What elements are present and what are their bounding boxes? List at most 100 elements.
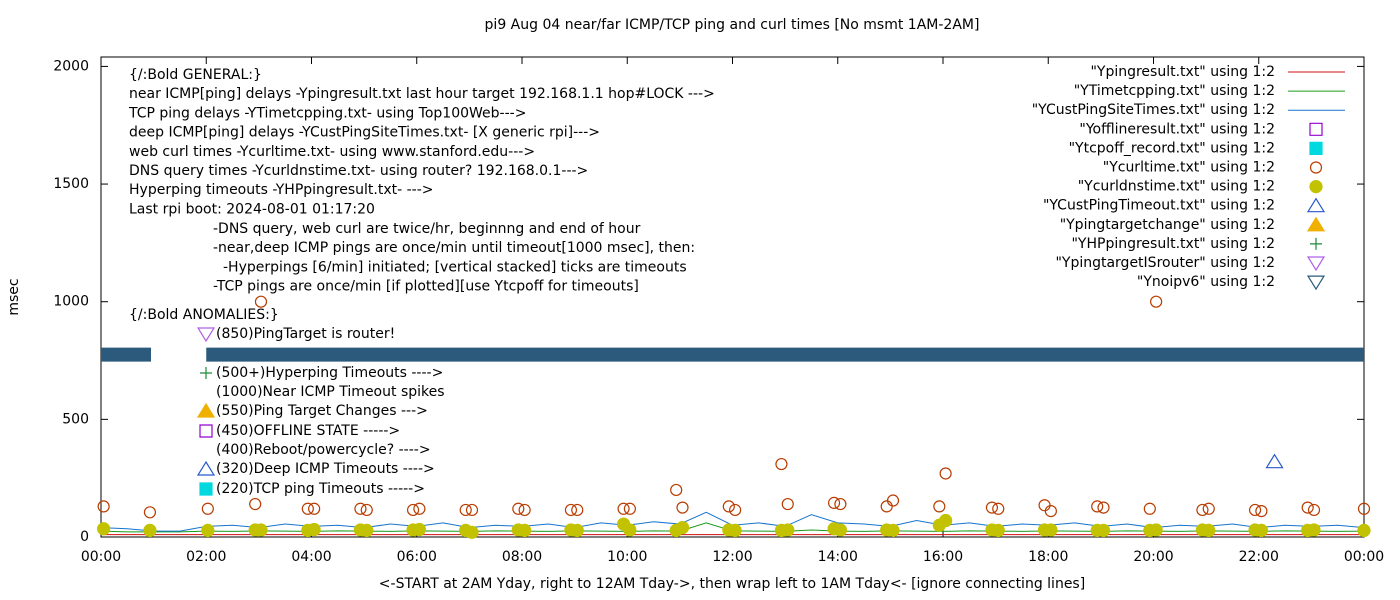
anomaly-label: (850)PingTarget is router! bbox=[216, 326, 395, 342]
x-tick-label: 00:00 bbox=[1344, 549, 1384, 565]
data-point bbox=[570, 523, 584, 538]
y-tick-label: 1500 bbox=[53, 176, 89, 192]
legend-swatch bbox=[1306, 275, 1326, 291]
chart-title: pi9 Aug 04 near/far ICMP/TCP ping and cu… bbox=[485, 17, 980, 33]
annotation: -TCP pings are once/min [if plotted][use… bbox=[213, 279, 639, 295]
legend-label: "YTimetcpping.txt" using 1:2 bbox=[1074, 83, 1275, 99]
anomaly-marker bbox=[199, 482, 213, 496]
data-point bbox=[254, 523, 268, 537]
data-point bbox=[1096, 523, 1111, 538]
data-point bbox=[143, 506, 157, 519]
data-point bbox=[308, 502, 321, 515]
annotation: web curl times -Ycurltime.txt- using www… bbox=[129, 144, 535, 160]
data-point bbox=[465, 503, 479, 517]
data-point bbox=[1307, 503, 1321, 517]
data-point bbox=[781, 523, 795, 537]
data-point bbox=[775, 457, 788, 471]
data-point bbox=[1301, 501, 1314, 514]
data-point bbox=[1097, 501, 1110, 514]
anomaly-marker bbox=[196, 460, 216, 476]
data-point bbox=[623, 502, 636, 515]
data-point bbox=[827, 496, 841, 509]
annotation: -near,deep ICMP pings are once/min until… bbox=[213, 240, 695, 256]
data-point bbox=[992, 502, 1005, 515]
data-point bbox=[1044, 505, 1057, 518]
data-point bbox=[1255, 505, 1268, 518]
x-tick-label: 10:00 bbox=[607, 549, 647, 565]
x-tick-label: 16:00 bbox=[923, 549, 963, 565]
data-point bbox=[406, 503, 420, 517]
data-point bbox=[518, 503, 531, 517]
legend-label: "Ycurltime.txt" using 1:2 bbox=[1103, 160, 1275, 176]
legend-label: "Ynoipv6" using 1:2 bbox=[1137, 274, 1275, 290]
y-tick-label: 500 bbox=[62, 411, 89, 427]
data-point bbox=[201, 502, 214, 515]
annotation: -Hyperpings [6/min] initiated; [vertical… bbox=[223, 259, 687, 275]
data-point bbox=[143, 523, 157, 538]
x-tick-label: 00:00 bbox=[81, 549, 121, 565]
anomaly-label: (500+)Hyperping Timeouts ----> bbox=[216, 365, 443, 381]
data-point bbox=[1149, 523, 1163, 537]
data-point bbox=[1044, 523, 1058, 537]
legend-swatch bbox=[1309, 122, 1323, 136]
data-point bbox=[254, 295, 268, 308]
data-point bbox=[512, 502, 525, 515]
legend-label: "Ypingtargetchange" using 1:2 bbox=[1060, 217, 1275, 233]
data-point bbox=[301, 502, 314, 515]
data-point bbox=[360, 503, 373, 517]
annotation: -DNS query, web curl are twice/hr, begin… bbox=[213, 221, 641, 237]
anomaly-label: (450)OFFLINE STATE -----> bbox=[216, 423, 400, 439]
legend-label: "YCustPingTimeout.txt" using 1:2 bbox=[1043, 198, 1275, 214]
data-point bbox=[729, 503, 742, 517]
data-point bbox=[834, 497, 847, 511]
data-point bbox=[97, 522, 111, 536]
annotation: Hyperping timeouts -YHPpingresult.txt- -… bbox=[129, 182, 434, 198]
data-point bbox=[781, 497, 794, 511]
anomaly-marker bbox=[199, 424, 213, 438]
anomaly-label: (550)Ping Target Changes ---> bbox=[216, 403, 428, 419]
data-point bbox=[1357, 502, 1371, 515]
data-point bbox=[623, 523, 637, 537]
annotation: TCP ping delays -YTimetcpping.txt- using… bbox=[128, 105, 526, 121]
data-point bbox=[722, 500, 735, 513]
data-point bbox=[1143, 502, 1156, 515]
data-point bbox=[833, 523, 847, 537]
legend-label: "Ypingresult.txt" using 1:2 bbox=[1090, 64, 1275, 80]
data-point bbox=[939, 513, 953, 528]
anomaly-label: (220)TCP ping Timeouts -----> bbox=[216, 481, 425, 497]
data-point bbox=[1307, 523, 1321, 537]
data-point bbox=[465, 525, 479, 539]
legend-label: "YHPpingresult.txt" using 1:2 bbox=[1071, 236, 1275, 252]
legend-label: "Ycurldnstime.txt" using 1:2 bbox=[1078, 179, 1275, 195]
data-point bbox=[1196, 503, 1209, 517]
data-point bbox=[1202, 502, 1215, 515]
data-point bbox=[886, 523, 900, 538]
x-tick-label: 06:00 bbox=[397, 549, 437, 565]
y-tick-label: 1000 bbox=[53, 294, 89, 310]
y-tick-label: 2000 bbox=[53, 58, 89, 74]
x-tick-label: 20:00 bbox=[1133, 549, 1173, 565]
x-tick-label: 12:00 bbox=[712, 549, 752, 565]
legend-label: "Yofflineresult.txt" using 1:2 bbox=[1079, 121, 1275, 137]
data-point bbox=[571, 503, 584, 517]
legend-swatch bbox=[1306, 216, 1326, 232]
data-point bbox=[307, 522, 321, 537]
data-point bbox=[1202, 523, 1216, 538]
data-point bbox=[412, 522, 426, 537]
anomaly-label: (320)Deep ICMP Timeouts ----> bbox=[216, 461, 435, 477]
x-tick-label: 04:00 bbox=[291, 549, 331, 565]
x-tick-label: 22:00 bbox=[1239, 549, 1279, 565]
data-point bbox=[991, 523, 1005, 538]
anomaly-marker bbox=[196, 327, 216, 343]
legend-label: "YCustPingSiteTimes.txt" using 1:2 bbox=[1032, 102, 1275, 118]
anomaly-label: (1000)Near ICMP Timeout spikes bbox=[216, 384, 445, 400]
annotation: DNS query times -Ycurldnstime.txt- using… bbox=[129, 163, 588, 179]
data-point bbox=[201, 523, 215, 538]
data-point bbox=[1265, 453, 1284, 469]
legend-swatch bbox=[1306, 256, 1326, 272]
data-point bbox=[933, 500, 946, 513]
data-point bbox=[97, 500, 110, 513]
